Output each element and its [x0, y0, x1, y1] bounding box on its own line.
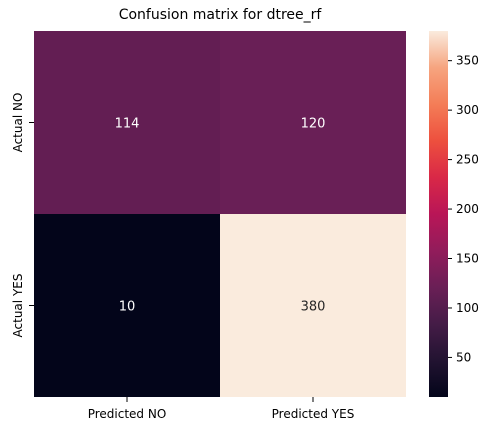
heatmap-cell: [34, 214, 220, 397]
cell-value-label: 10: [119, 300, 136, 315]
cell-value-label: 380: [301, 300, 326, 315]
y-tick-label: Actual YES: [11, 274, 25, 338]
colorbar-tick-label: 300: [456, 103, 479, 117]
colorbar-tick-label: 250: [456, 153, 479, 167]
x-tick-label: Predicted YES: [272, 407, 355, 421]
x-tick-label: Predicted NO: [88, 407, 167, 421]
heatmap-cells: 114 120 10 380: [34, 31, 406, 397]
x-axis-ticks: Predicted NO Predicted YES: [88, 397, 355, 421]
cell-value-label: 120: [301, 117, 326, 132]
y-tick-label: Actual NO: [11, 93, 25, 153]
y-axis-ticks: Actual NO Actual YES: [11, 93, 34, 338]
colorbar-tick-label: 350: [456, 54, 479, 68]
heatmap-cell: [34, 31, 220, 214]
colorbar-ticks: 50 100 150 200 250 300 350: [448, 54, 479, 364]
colorbar-tick-label: 100: [456, 301, 479, 315]
colorbar: [429, 31, 448, 397]
heatmap-cell: [220, 31, 406, 214]
chart-title: Confusion matrix for dtree_rf: [119, 7, 323, 23]
colorbar-tick-label: 50: [456, 350, 471, 364]
colorbar-gradient: [429, 31, 448, 397]
cell-value-label: 114: [115, 117, 140, 132]
heatmap-cell: [220, 214, 406, 397]
colorbar-tick-label: 150: [456, 252, 479, 266]
colorbar-tick-label: 200: [456, 202, 479, 216]
